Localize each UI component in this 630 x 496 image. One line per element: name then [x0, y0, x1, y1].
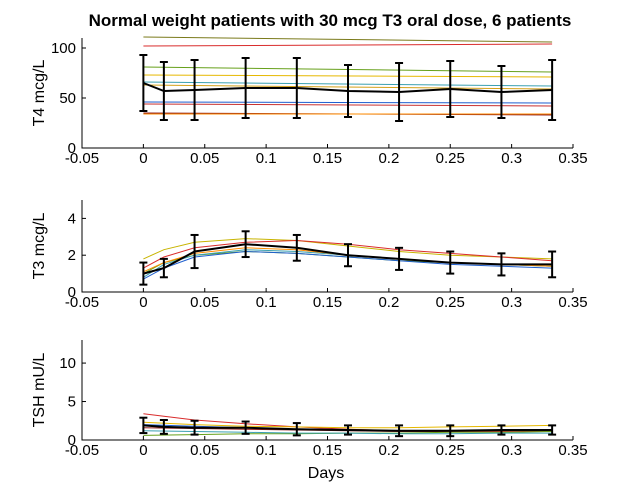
error-bar: [190, 59, 199, 121]
error-bar: [395, 62, 404, 122]
x-tick-label: 0.2: [378, 294, 399, 311]
error-bar: [343, 243, 352, 268]
error-bar: [159, 257, 168, 279]
axes-panel-2: [81, 200, 573, 293]
x-tick-label: 0.15: [313, 150, 342, 167]
x-tick-label: 0.35: [558, 150, 587, 167]
x-tick-label: 0.35: [558, 442, 587, 459]
x-tick-label: 0.3: [501, 150, 522, 167]
error-bar: [292, 57, 301, 119]
y-tick-label: 2: [68, 247, 76, 264]
error-bar: [497, 424, 506, 436]
error-bar: [241, 420, 250, 435]
panel-1: -0.05 0 0.05 0.1 0.15 0.2 0.25 0.3 0.35050100T4 …: [31, 36, 588, 167]
x-tick-label: 0.25: [436, 150, 465, 167]
x-tick-label: 0.3: [501, 442, 522, 459]
patient-series-line-2: [143, 43, 553, 47]
x-tick-label: 0.15: [313, 442, 342, 459]
error-bar: [343, 64, 352, 118]
x-tick-label: 0.1: [256, 150, 277, 167]
x-tick-label: -0.05: [65, 442, 99, 459]
error-bar: [446, 60, 455, 118]
x-tick-label: 0.1: [256, 294, 277, 311]
mean-line: [143, 82, 553, 94]
y-tick-label: 100: [51, 40, 76, 57]
x-axis-label: Days: [308, 465, 344, 482]
x-tick-label: 0.05: [190, 442, 219, 459]
error-bar: [159, 419, 168, 435]
error-bar: [548, 424, 557, 436]
x-tick-label: 0.1: [256, 442, 277, 459]
patient-series-line-1: [143, 36, 553, 43]
x-tick-label: 0.05: [190, 294, 219, 311]
error-bar: [139, 54, 148, 112]
x-tick-label: -0.05: [65, 150, 99, 167]
y-tick-label: 5: [68, 394, 76, 411]
x-tick-label: 0.15: [313, 294, 342, 311]
figure-title: Normal weight patients with 30 mcg T3 or…: [89, 11, 572, 30]
patient-series-line-5: [143, 250, 553, 280]
x-tick-label: 0: [139, 442, 147, 459]
error-bar: [190, 233, 199, 270]
mean-line: [143, 243, 553, 275]
patient-series-line-1: [143, 238, 553, 260]
error-bar: [292, 422, 301, 437]
x-tick-label: 0.05: [190, 150, 219, 167]
error-bar: [190, 419, 199, 436]
error-bar: [159, 61, 168, 121]
x-tick-label: 0.25: [436, 294, 465, 311]
y-axis-label: T3 mcg/L: [31, 213, 48, 280]
error-bar: [548, 59, 557, 121]
error-bar: [241, 230, 250, 259]
x-tick-label: 0: [139, 294, 147, 311]
error-bar: [497, 252, 506, 277]
y-tick-label: 0: [68, 140, 76, 157]
x-tick-label: -0.05: [65, 294, 99, 311]
error-bar: [241, 57, 250, 119]
error-bar: [343, 424, 352, 436]
axes-panel-1: [81, 38, 573, 149]
y-tick-label: 10: [59, 355, 76, 372]
x-tick-label: 0: [139, 150, 147, 167]
error-bar: [548, 250, 557, 279]
y-tick-label: 50: [59, 90, 76, 107]
error-bar: [395, 424, 404, 438]
x-tick-label: 0.2: [378, 442, 399, 459]
x-tick-label: 0.2: [378, 150, 399, 167]
error-bar: [446, 250, 455, 275]
y-tick-label: 0: [68, 284, 76, 301]
error-bar: [395, 246, 404, 271]
y-axis-label: T4 mcg/L: [31, 60, 48, 127]
error-bar: [497, 65, 506, 119]
error-bar: [446, 424, 455, 438]
y-axis-label: TSH mU/L: [31, 353, 48, 428]
x-tick-label: 0.3: [501, 294, 522, 311]
y-tick-label: 4: [68, 210, 76, 227]
error-bar: [139, 261, 148, 286]
x-tick-label: 0.35: [558, 294, 587, 311]
error-bar: [139, 416, 148, 435]
mean-line: [143, 424, 553, 432]
patient-series-line-2: [143, 239, 553, 269]
y-tick-label: 0: [68, 432, 76, 449]
x-tick-label: 0.25: [436, 442, 465, 459]
error-bar: [292, 233, 301, 262]
